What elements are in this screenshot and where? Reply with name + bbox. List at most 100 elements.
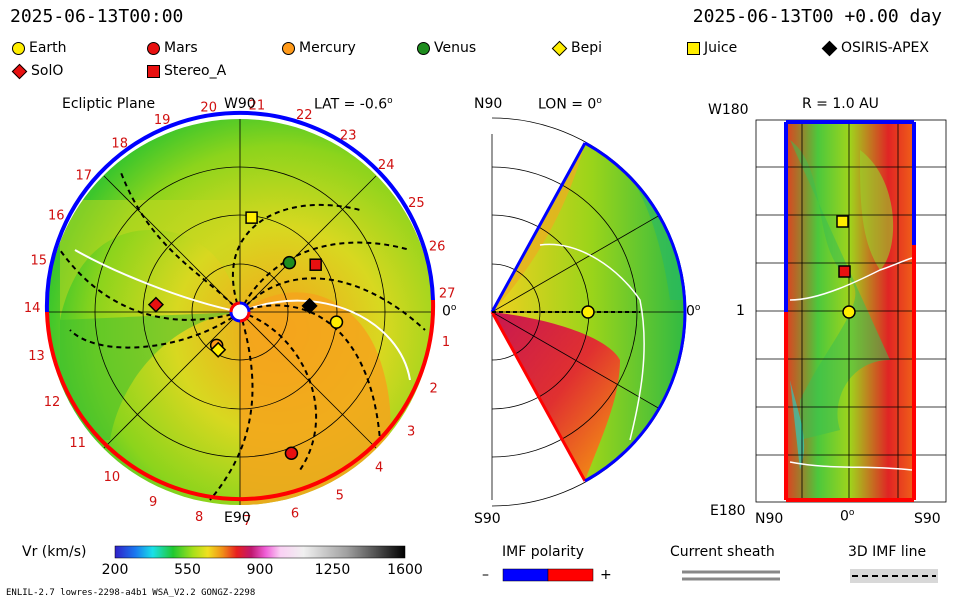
legend-mercury: Mercury [282, 40, 356, 56]
legend-bepi: Bepi [551, 40, 602, 56]
meridional-earth-marker [581, 305, 595, 319]
body-marker-earth [329, 315, 344, 329]
body-marker-venus [282, 255, 297, 270]
sector-label: 26 [429, 239, 446, 254]
body-marker-bepi [210, 341, 227, 358]
radial-x-right: S90 [914, 511, 941, 527]
legend-label: OSIRIS-APEX [841, 40, 929, 56]
imf-minus: – [482, 567, 489, 583]
sector-label: 25 [408, 196, 425, 211]
sector-label: 22 [296, 108, 313, 123]
meridional-top-label: N90 [474, 96, 503, 112]
legend-label: Juice [704, 40, 738, 56]
sector-label: 2 [430, 382, 438, 397]
sector-label: 24 [378, 158, 395, 173]
legend-juice: Juice [687, 40, 737, 56]
radial-r-label: R = 1.0 AU [802, 96, 879, 112]
colorbar-label: Vr (km/s) [22, 544, 87, 560]
ecliptic-title: Ecliptic Plane [62, 96, 156, 112]
radial-x-mid: 0o [840, 508, 855, 525]
sector-label: 9 [149, 495, 157, 510]
legend-label: SolO [31, 63, 64, 79]
radial-bottom-label: E180 [710, 503, 746, 519]
body-marker-mars [284, 446, 299, 461]
radial-x-left: N90 [755, 511, 784, 527]
legend-earth: Earth [12, 40, 67, 56]
body-marker-osiris-apex [301, 297, 318, 314]
sector-label: 19 [154, 113, 171, 128]
body-marker-juice [245, 211, 258, 224]
meridional-panel [490, 117, 687, 507]
sector-label: 17 [76, 169, 93, 184]
legend-marker [417, 41, 430, 55]
legend-label: Venus [434, 40, 477, 56]
sector-label: 15 [31, 253, 48, 268]
footer-left: ENLIL-2.7 lowres-2298-a4b1 WSA_V2.2 GONG… [6, 588, 256, 598]
datetime-right: 2025-06-13T00 +0.00 day [692, 6, 942, 27]
sector-label: 23 [340, 128, 357, 143]
legend-label: Mars [164, 40, 198, 56]
legend-venus: Venus [417, 40, 476, 56]
legend-label: Bepi [571, 40, 602, 56]
colorbar-tick-label: 200 [101, 562, 129, 578]
sector-label: 7 [243, 514, 251, 529]
colorbar-tick-label: 1250 [314, 562, 351, 578]
ecliptic-lat-label: LAT = -0.6o [314, 96, 393, 113]
sector-label: 6 [291, 507, 299, 522]
sector-label: 4 [375, 461, 383, 476]
legend-osiris-apex: OSIRIS-APEX [821, 40, 929, 56]
legend-stereo-a: Stereo_A [147, 63, 226, 79]
sector-label: 13 [28, 349, 45, 364]
radial-stereo-a-marker [838, 265, 851, 278]
sector-label: 16 [48, 208, 65, 223]
radial-left-label: 1 [736, 303, 745, 319]
legend-mars: Mars [147, 40, 198, 56]
colorbar-tick-label: 550 [174, 562, 201, 578]
sheath-title: Current sheath [670, 544, 775, 560]
sector-label: 14 [24, 301, 41, 316]
sector-label: 8 [195, 510, 203, 525]
meridional-bottom-label: S90 [474, 511, 501, 527]
body-marker-solo [147, 296, 164, 313]
datetime-left: 2025-06-13T00:00 [10, 6, 184, 27]
vr-colorbar [114, 545, 406, 559]
radial-panel [755, 119, 947, 503]
meridional-lon-label: LON = 0o [538, 96, 602, 113]
legend-marker [687, 41, 700, 55]
ecliptic-right-label: 0o [442, 303, 457, 320]
sector-label: 1 [442, 335, 450, 350]
imf-negative-swatch [502, 568, 549, 582]
radial-top-label: W180 [708, 102, 749, 118]
ecliptic-bottom-label: E90 [224, 510, 251, 526]
legend-marker [12, 41, 25, 55]
meridional-right-label: 0o [686, 303, 701, 320]
sector-label: 3 [407, 424, 415, 439]
imf-plus: + [600, 567, 612, 583]
legend-marker [147, 41, 160, 55]
radial-juice-marker [836, 215, 849, 228]
legend-marker [147, 64, 160, 78]
ecliptic-top-label: W90 [224, 96, 256, 112]
legend-label: Stereo_A [164, 63, 227, 79]
legend-solo: SolO [11, 63, 64, 79]
sector-label: 12 [44, 395, 61, 410]
ecliptic-bodies [147, 211, 344, 461]
sector-label: 20 [200, 100, 217, 115]
sector-label: 10 [104, 470, 121, 485]
sector-label: 21 [249, 99, 266, 114]
imfline-title: 3D IMF line [848, 544, 927, 560]
legend-marker [282, 41, 295, 55]
colorbar-tick-label: 1600 [387, 562, 423, 578]
sector-label: 11 [69, 436, 86, 451]
imf-positive-swatch [547, 568, 594, 582]
colorbar-tick-label: 900 [246, 562, 274, 578]
imf-title: IMF polarity [502, 544, 585, 560]
legend-label: Earth [29, 40, 67, 56]
radial-earth-marker [842, 305, 856, 319]
legend-label: Mercury [299, 40, 356, 56]
sector-label: 27 [439, 287, 456, 302]
body-marker-stereo-a [309, 258, 322, 271]
sector-label: 18 [111, 136, 128, 151]
